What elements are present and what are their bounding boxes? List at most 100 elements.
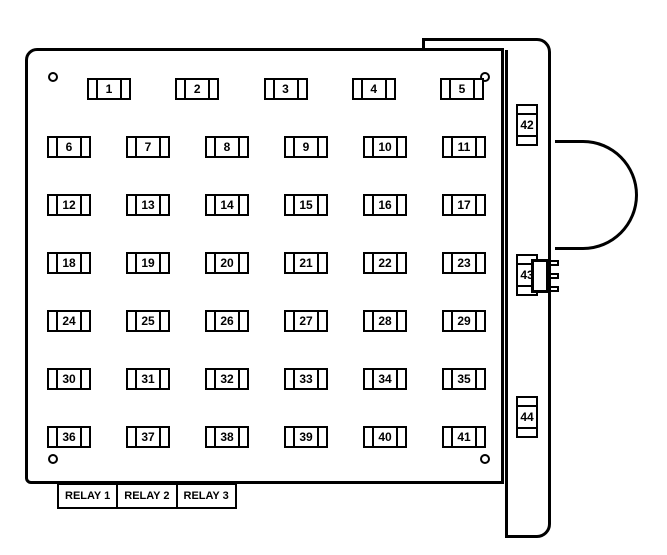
fuse-terminal (442, 310, 453, 332)
fuse-slot: 23 (442, 252, 486, 274)
fuse-label: 30 (58, 368, 80, 390)
fuse-label: 19 (137, 252, 159, 274)
fuse-terminal (475, 368, 486, 390)
fuse-terminal (159, 252, 170, 274)
fuse-terminal (297, 78, 308, 100)
fuse-terminal (363, 252, 374, 274)
fuse-terminal (80, 252, 91, 274)
fuse-terminal (317, 426, 328, 448)
fuse-terminal (126, 136, 137, 158)
fuse-label: 38 (216, 426, 238, 448)
fuse-terminal (238, 310, 249, 332)
fuse-label: 9 (295, 136, 317, 158)
fuse-label: 40 (374, 426, 396, 448)
fuse-slot: 3 (264, 78, 308, 100)
screw-hole (48, 454, 58, 464)
fuse-label: 6 (58, 136, 80, 158)
fuse-slot: 36 (47, 426, 91, 448)
fuse-terminal (126, 194, 137, 216)
fuse-terminal (363, 310, 374, 332)
fuse-terminal (475, 310, 486, 332)
fuse-terminal (442, 426, 453, 448)
fuse-terminal (284, 368, 295, 390)
fuse-row: 242526272829 (47, 310, 486, 332)
relay-row: RELAY 1RELAY 2RELAY 3 (57, 483, 237, 509)
fuse-terminal (80, 194, 91, 216)
fuse-terminal (475, 136, 486, 158)
fuse-row: 12345 (47, 78, 486, 100)
fuse-slot: 38 (205, 426, 249, 448)
fuse-label: 10 (374, 136, 396, 158)
fuse-label: 24 (58, 310, 80, 332)
fuse-label: 11 (453, 136, 475, 158)
fuse-terminal (205, 310, 216, 332)
fuse-terminal (442, 194, 453, 216)
fuse-slot: 17 (442, 194, 486, 216)
fuse-terminal (126, 310, 137, 332)
screw-hole (480, 454, 490, 464)
fuse-label: 22 (374, 252, 396, 274)
fuse-terminal (352, 78, 363, 100)
fuse-label: 12 (58, 194, 80, 216)
fuse-terminal (126, 368, 137, 390)
fuse-terminal (47, 368, 58, 390)
fuse-terminal (284, 426, 295, 448)
fuse-terminal (363, 426, 374, 448)
fuse-terminal (205, 368, 216, 390)
fuse-slot: 10 (363, 136, 407, 158)
fuse-label: 17 (453, 194, 475, 216)
fuse-slot: 41 (442, 426, 486, 448)
fuse-terminal (475, 252, 486, 274)
fuse-terminal (396, 310, 407, 332)
fuse-slot: 24 (47, 310, 91, 332)
fuse-terminal (87, 78, 98, 100)
fuse-terminal (238, 368, 249, 390)
fuse-label: 42 (516, 115, 538, 135)
fuse-terminal (516, 135, 538, 146)
fuse-terminal (284, 252, 295, 274)
fuse-terminal (205, 136, 216, 158)
fuse-slot: 12 (47, 194, 91, 216)
fuse-slot: 27 (284, 310, 328, 332)
fuse-slot: 13 (126, 194, 170, 216)
fuse-label: 41 (453, 426, 475, 448)
fuse-terminal (47, 194, 58, 216)
fuse-slot: 39 (284, 426, 328, 448)
fuse-terminal (208, 78, 219, 100)
fuse-slot: 25 (126, 310, 170, 332)
fuse-terminal (473, 78, 484, 100)
fuse-terminal (516, 427, 538, 438)
fuse-label: 39 (295, 426, 317, 448)
fuse-label: 29 (453, 310, 475, 332)
fuse-terminal (396, 136, 407, 158)
fuse-label: 23 (453, 252, 475, 274)
fuse-terminal (396, 252, 407, 274)
fuse-terminal (159, 310, 170, 332)
fuse-terminal (47, 252, 58, 274)
fuse-slot: 14 (205, 194, 249, 216)
side-fuse-slot: 44 (516, 396, 538, 438)
fuse-label: 44 (516, 407, 538, 427)
fuse-terminal (317, 252, 328, 274)
fuse-terminal (516, 396, 538, 407)
fuse-slot: 26 (205, 310, 249, 332)
fuse-label: 4 (363, 78, 385, 100)
fuse-terminal (80, 426, 91, 448)
fuse-terminal (284, 194, 295, 216)
fuse-terminal (396, 194, 407, 216)
side-connector-pins (549, 260, 559, 292)
fuse-slot: 35 (442, 368, 486, 390)
fuse-terminal (80, 136, 91, 158)
fuse-terminal (475, 426, 486, 448)
fuse-slot: 4 (352, 78, 396, 100)
fuse-label: 34 (374, 368, 396, 390)
relay-slot: RELAY 1 (57, 483, 118, 509)
fuse-terminal (238, 426, 249, 448)
fuse-slot: 29 (442, 310, 486, 332)
fuse-terminal (159, 426, 170, 448)
fuse-terminal (475, 194, 486, 216)
fuse-label: 26 (216, 310, 238, 332)
fuse-slot: 8 (205, 136, 249, 158)
fuse-label: 8 (216, 136, 238, 158)
fuse-slot: 9 (284, 136, 328, 158)
